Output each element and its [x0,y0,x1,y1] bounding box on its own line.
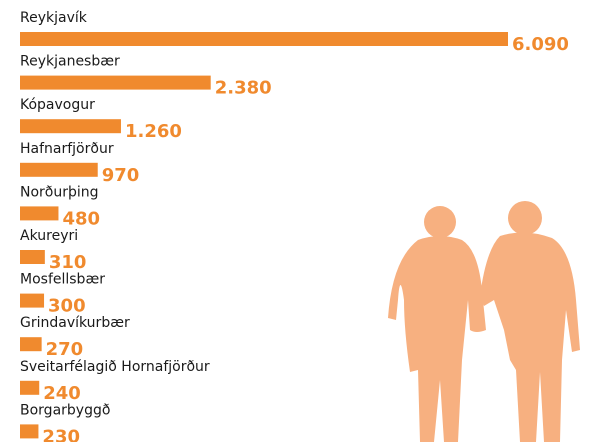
value-label: 6.090 [512,34,569,55]
bar [20,381,39,395]
value-label: 240 [43,383,81,404]
bar [20,119,121,133]
value-label: 270 [46,339,84,360]
bar [20,76,211,90]
bar [20,206,58,220]
value-label: 1.260 [125,121,182,142]
category-label: Sveitarfélagið Hornafjörður [20,359,210,375]
bar [20,294,44,308]
category-label: Borgarbyggð [20,402,110,418]
value-label: 480 [62,208,100,229]
bar [20,424,38,438]
category-label: Norðurþing [20,184,99,200]
bar [20,163,98,177]
value-label: 310 [49,252,87,273]
value-label: 300 [48,296,86,317]
silhouette [388,201,580,442]
category-label: Kópavogur [20,97,95,113]
category-label: Reykjanesbær [20,54,120,70]
category-label: Grindavíkurbær [20,315,130,331]
value-label: 2.380 [215,78,272,99]
bar [20,32,508,46]
category-label: Akureyri [20,228,78,244]
category-label: Reykjavík [20,10,88,26]
bar [20,250,45,264]
category-label: Mosfellsbær [20,272,105,288]
bar [20,337,42,351]
chart: Reykjavík 6.090 Reykjanesbær 2.380 Kópavogur… [0,0,591,442]
value-label: 230 [42,426,80,442]
category-label: Hafnarfjörður [20,141,114,157]
value-label: 970 [102,165,140,186]
